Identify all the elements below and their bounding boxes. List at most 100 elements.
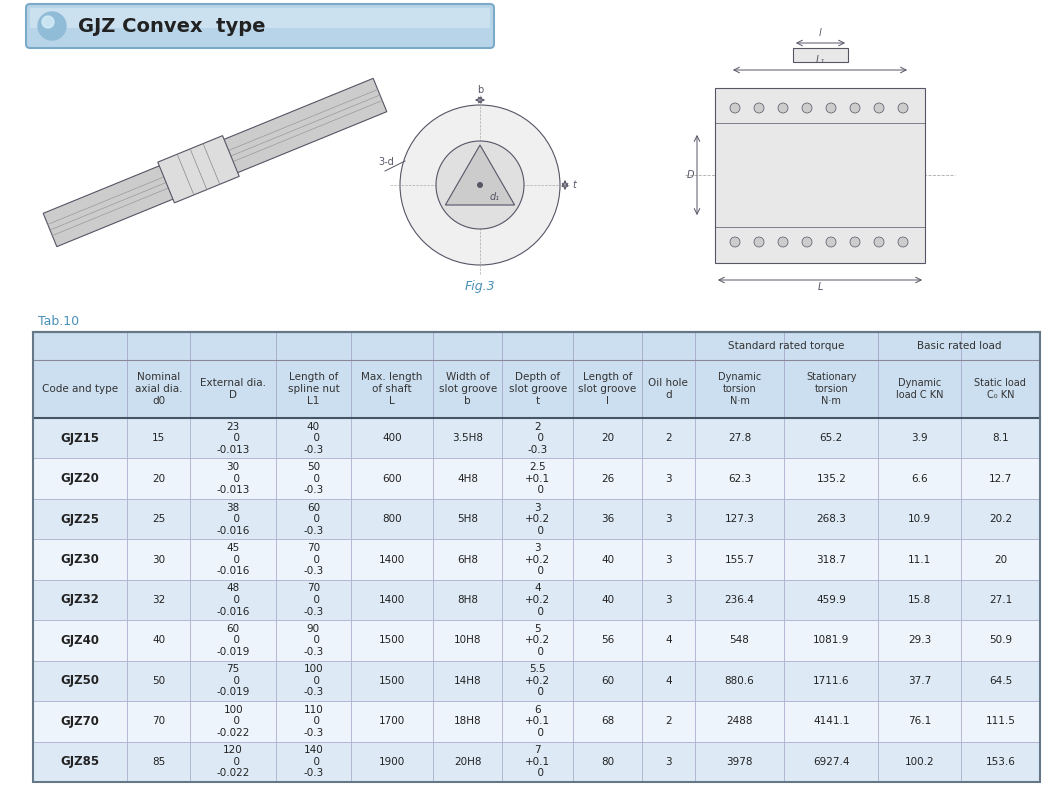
Text: 4H8: 4H8 [457,474,478,483]
Text: 20: 20 [994,555,1007,565]
Text: 3.9: 3.9 [912,433,928,443]
Bar [642,540,694,580]
Bar [277,499,351,540]
Text: 15: 15 [152,433,165,443]
Text: 135.2: 135.2 [816,474,846,483]
Text: Dynamic
load C KN: Dynamic load C KN [896,378,943,401]
Text: Depth of
slot groove
t: Depth of slot groove t [509,371,567,406]
Bar [642,360,694,418]
Text: 70
  0
-0.3: 70 0 -0.3 [303,583,323,617]
Bar [33,620,127,660]
Text: 2
  0
-0.3: 2 0 -0.3 [528,422,548,455]
Bar [502,540,573,580]
Bar [277,418,351,458]
Bar [502,620,573,660]
Bar [573,499,642,540]
Text: 7
+0.1
  0: 7 +0.1 0 [525,745,550,778]
Circle shape [754,237,764,247]
Bar [190,701,277,742]
Bar [277,620,351,660]
Bar [434,540,502,580]
Text: 11.1: 11.1 [908,555,931,565]
Text: 600: 600 [383,474,402,483]
Text: 68: 68 [601,717,614,726]
Text: 3
+0.2
  0: 3 +0.2 0 [525,543,550,576]
Circle shape [850,237,860,247]
Bar [434,580,502,620]
Bar [277,580,351,620]
Text: 100
  0
-0.022: 100 0 -0.022 [216,705,250,738]
Bar [642,701,694,742]
Bar [784,620,879,660]
Bar [960,660,1040,701]
Text: 6
+0.1
  0: 6 +0.1 0 [525,705,550,738]
Text: 4
+0.2
  0: 4 +0.2 0 [525,583,550,617]
Text: 236.4: 236.4 [725,595,755,605]
Text: 153.6: 153.6 [986,757,1015,767]
Bar [960,540,1040,580]
Bar [502,458,573,499]
Bar [434,660,502,701]
Text: d₁: d₁ [490,192,500,202]
Text: 60
  0
-0.019: 60 0 -0.019 [216,624,250,657]
Text: 5.5
+0.2
  0: 5.5 +0.2 0 [525,664,550,698]
Bar [502,418,573,458]
Bar [33,701,127,742]
Bar [351,701,434,742]
Bar [793,48,848,62]
Circle shape [400,105,560,265]
Bar [351,540,434,580]
Bar [642,332,694,360]
Text: 48
  0
-0.016: 48 0 -0.016 [216,583,250,617]
Text: L₁: L₁ [815,55,825,65]
Text: 2: 2 [665,433,672,443]
Bar [502,499,573,540]
Bar [351,418,434,458]
Text: 110
  0
-0.3: 110 0 -0.3 [303,705,323,738]
Text: 29.3: 29.3 [908,635,931,645]
Text: 20H8: 20H8 [454,757,481,767]
Bar [190,660,277,701]
Text: 75
  0
-0.019: 75 0 -0.019 [216,664,250,698]
Text: 27.1: 27.1 [989,595,1012,605]
Text: 4: 4 [665,676,672,686]
Circle shape [730,103,740,113]
Text: 10.9: 10.9 [908,514,931,524]
Text: 5
+0.2
  0: 5 +0.2 0 [525,624,550,657]
Bar [573,332,642,360]
Bar [502,701,573,742]
Text: 5H8: 5H8 [457,514,478,524]
Text: 120
  0
-0.022: 120 0 -0.022 [216,745,250,778]
Bar [642,620,694,660]
Text: Code and type: Code and type [42,384,118,394]
Text: 10H8: 10H8 [454,635,481,645]
Bar [784,742,879,782]
Text: GJZ Convex  type: GJZ Convex type [78,17,265,36]
Bar [879,660,960,701]
Circle shape [826,103,836,113]
Text: 8.1: 8.1 [992,433,1009,443]
Text: 76.1: 76.1 [908,717,931,726]
Bar [960,458,1040,499]
Text: Width of
slot groove
b: Width of slot groove b [439,371,497,406]
Text: 3: 3 [665,474,672,483]
Text: 1500: 1500 [378,635,405,645]
Text: 26: 26 [601,474,614,483]
Bar [573,742,642,782]
Text: 60
  0
-0.3: 60 0 -0.3 [303,502,323,536]
Bar [127,458,190,499]
Text: GJZ85: GJZ85 [60,755,100,769]
Text: 45
  0
-0.016: 45 0 -0.016 [216,543,250,576]
Text: Oil hole
d: Oil hole d [649,378,688,401]
Text: GJZ32: GJZ32 [60,593,100,607]
Bar [127,701,190,742]
Text: 30: 30 [152,555,165,565]
Bar [127,540,190,580]
Circle shape [778,237,788,247]
Bar [33,660,127,701]
Bar [960,620,1040,660]
Circle shape [436,141,524,229]
Circle shape [802,103,812,113]
Text: 2488: 2488 [726,717,753,726]
Bar [694,332,784,360]
